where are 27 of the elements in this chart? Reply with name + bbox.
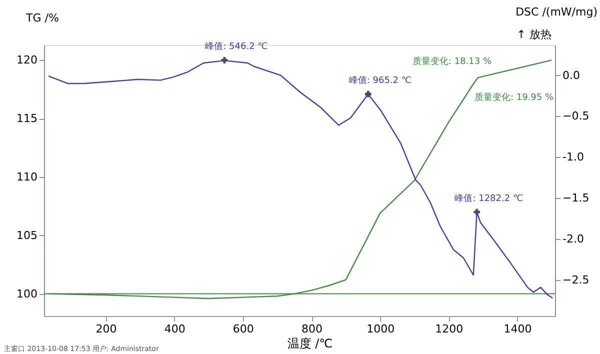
x-axis-title: 温度 /℃ xyxy=(287,336,333,350)
annotation: 质量变化: 18.13 % xyxy=(412,56,492,67)
y-tick-label: 105 xyxy=(16,228,38,242)
x-tick-label: 1000 xyxy=(366,322,395,336)
text: ↑ 放热 xyxy=(516,28,552,41)
annotation: 峰值: 965.2 ℃ xyxy=(348,75,412,86)
y-tick-label: 100 xyxy=(16,287,38,300)
annotation: 峰值: 546.2 ℃ xyxy=(205,41,268,52)
x-tick-label: 400 xyxy=(164,322,186,336)
x-tick-label: 800 xyxy=(302,322,323,336)
y2-tick-label: -1.0 xyxy=(562,150,584,164)
y2-tick-label: -2.0 xyxy=(562,232,584,246)
y-tick-label: 110 xyxy=(16,170,38,184)
y2-tick-label: −1.5 xyxy=(562,192,590,205)
x-tick-label: 200 xyxy=(96,322,117,336)
annotation: 质量变化: 19.95 % xyxy=(474,92,554,103)
y2-tick-label: −0.5 xyxy=(562,110,590,123)
y-tick-label: 120 xyxy=(16,54,38,67)
x-tick-label: 1400 xyxy=(504,322,532,336)
x-tick-label: 600 xyxy=(232,322,254,336)
y2-tick-label: 0.0 xyxy=(562,68,580,82)
y2-axis-title: DSC /(mW/mg) xyxy=(516,6,598,18)
y2-tick-label: −2.5 xyxy=(562,273,590,286)
y-tick-label: 115 xyxy=(16,112,38,126)
y-axis-title: TG /% xyxy=(25,12,59,24)
annotation: 峰值: 1282.2 ℃ xyxy=(454,193,524,204)
x-tick-label: 1200 xyxy=(435,322,464,336)
